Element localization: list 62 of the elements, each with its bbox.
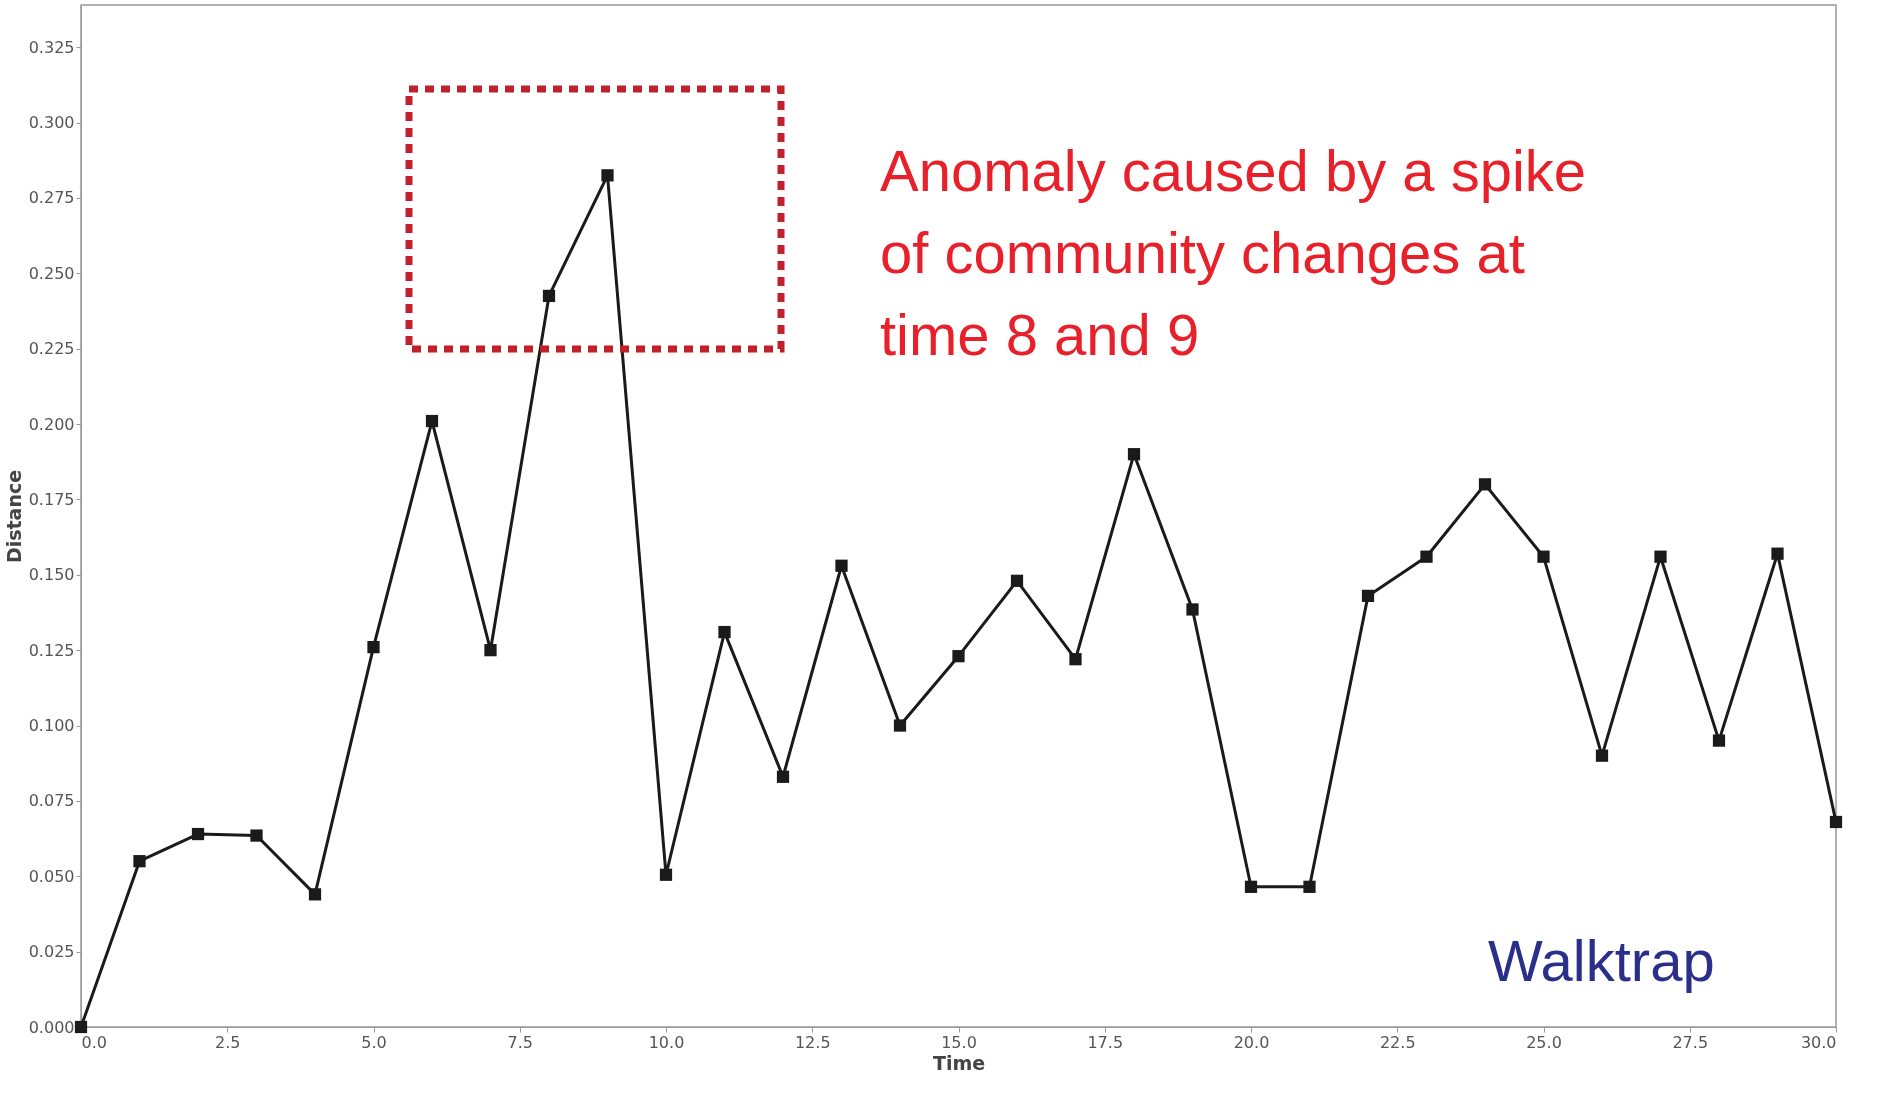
y-tick-label: 0.050 [28, 866, 75, 886]
x-tick-label: 25.0 [1526, 1032, 1562, 1052]
y-tick-label: 0.300 [28, 113, 75, 133]
point [776, 770, 790, 783]
point [1010, 574, 1024, 587]
y-tick-label: 0.275 [28, 188, 75, 208]
x-tick-label: 27.5 [1672, 1032, 1709, 1052]
point [1186, 603, 1199, 616]
y-tick-label: 0.225 [28, 339, 75, 359]
y-tick-label: 0.150 [28, 565, 75, 585]
point [133, 855, 146, 868]
x-tick-label: 7.5 [507, 1032, 533, 1052]
y-tick-label: 0.100 [28, 716, 75, 736]
point [718, 625, 731, 639]
x-tick-label: 22.5 [1379, 1032, 1416, 1052]
point [1303, 880, 1316, 893]
y-tick-label: 0.075 [28, 791, 75, 811]
point [250, 829, 263, 842]
point [835, 559, 848, 572]
point [1069, 653, 1082, 666]
y-tick-label: 0.000 [28, 1017, 75, 1037]
y-tick-label: 0.175 [28, 489, 75, 509]
x-tick-label: 12.5 [794, 1032, 831, 1052]
point [74, 1020, 88, 1034]
point [1420, 550, 1433, 563]
x-tick-label: 20.0 [1233, 1032, 1270, 1052]
y-tick-label: 0.200 [28, 414, 75, 434]
x-tick-label: 10.0 [648, 1032, 685, 1052]
point [542, 289, 556, 303]
x-tick-label: 2.5 [215, 1032, 241, 1052]
point [1771, 547, 1784, 560]
y-tick-label: 0.250 [28, 263, 75, 283]
x-axis-title: Time [932, 1051, 986, 1074]
annotation: Walktrap [1488, 928, 1715, 993]
point [1654, 550, 1667, 563]
y-tick-label: 0.025 [28, 942, 75, 962]
point [1127, 448, 1141, 461]
point [893, 719, 907, 732]
y-tick-label: 0.325 [28, 37, 75, 57]
point [1829, 815, 1843, 829]
point [1361, 589, 1375, 603]
point [1712, 734, 1726, 747]
point [308, 888, 322, 901]
point [601, 169, 614, 182]
x-tick-label: 30.0 [1800, 1032, 1837, 1052]
point [1595, 749, 1609, 762]
annotation: Anomaly caused by a spike of community changes at time 8 and 9 [880, 138, 1587, 367]
point [1478, 478, 1492, 491]
x-tick-label: 0.0 [81, 1032, 107, 1052]
y-axis-title: Distance [2, 469, 25, 564]
point [367, 641, 380, 654]
point [952, 650, 965, 663]
point [484, 644, 497, 657]
point [659, 868, 673, 881]
point [425, 414, 439, 428]
point [1537, 550, 1550, 563]
x-tick-label: 15.0 [941, 1032, 977, 1052]
point [191, 827, 205, 841]
x-tick-label: 17.5 [1087, 1032, 1124, 1052]
point [1244, 880, 1258, 893]
x-tick-label: 5.0 [361, 1032, 387, 1052]
y-tick-label: 0.125 [28, 640, 75, 660]
